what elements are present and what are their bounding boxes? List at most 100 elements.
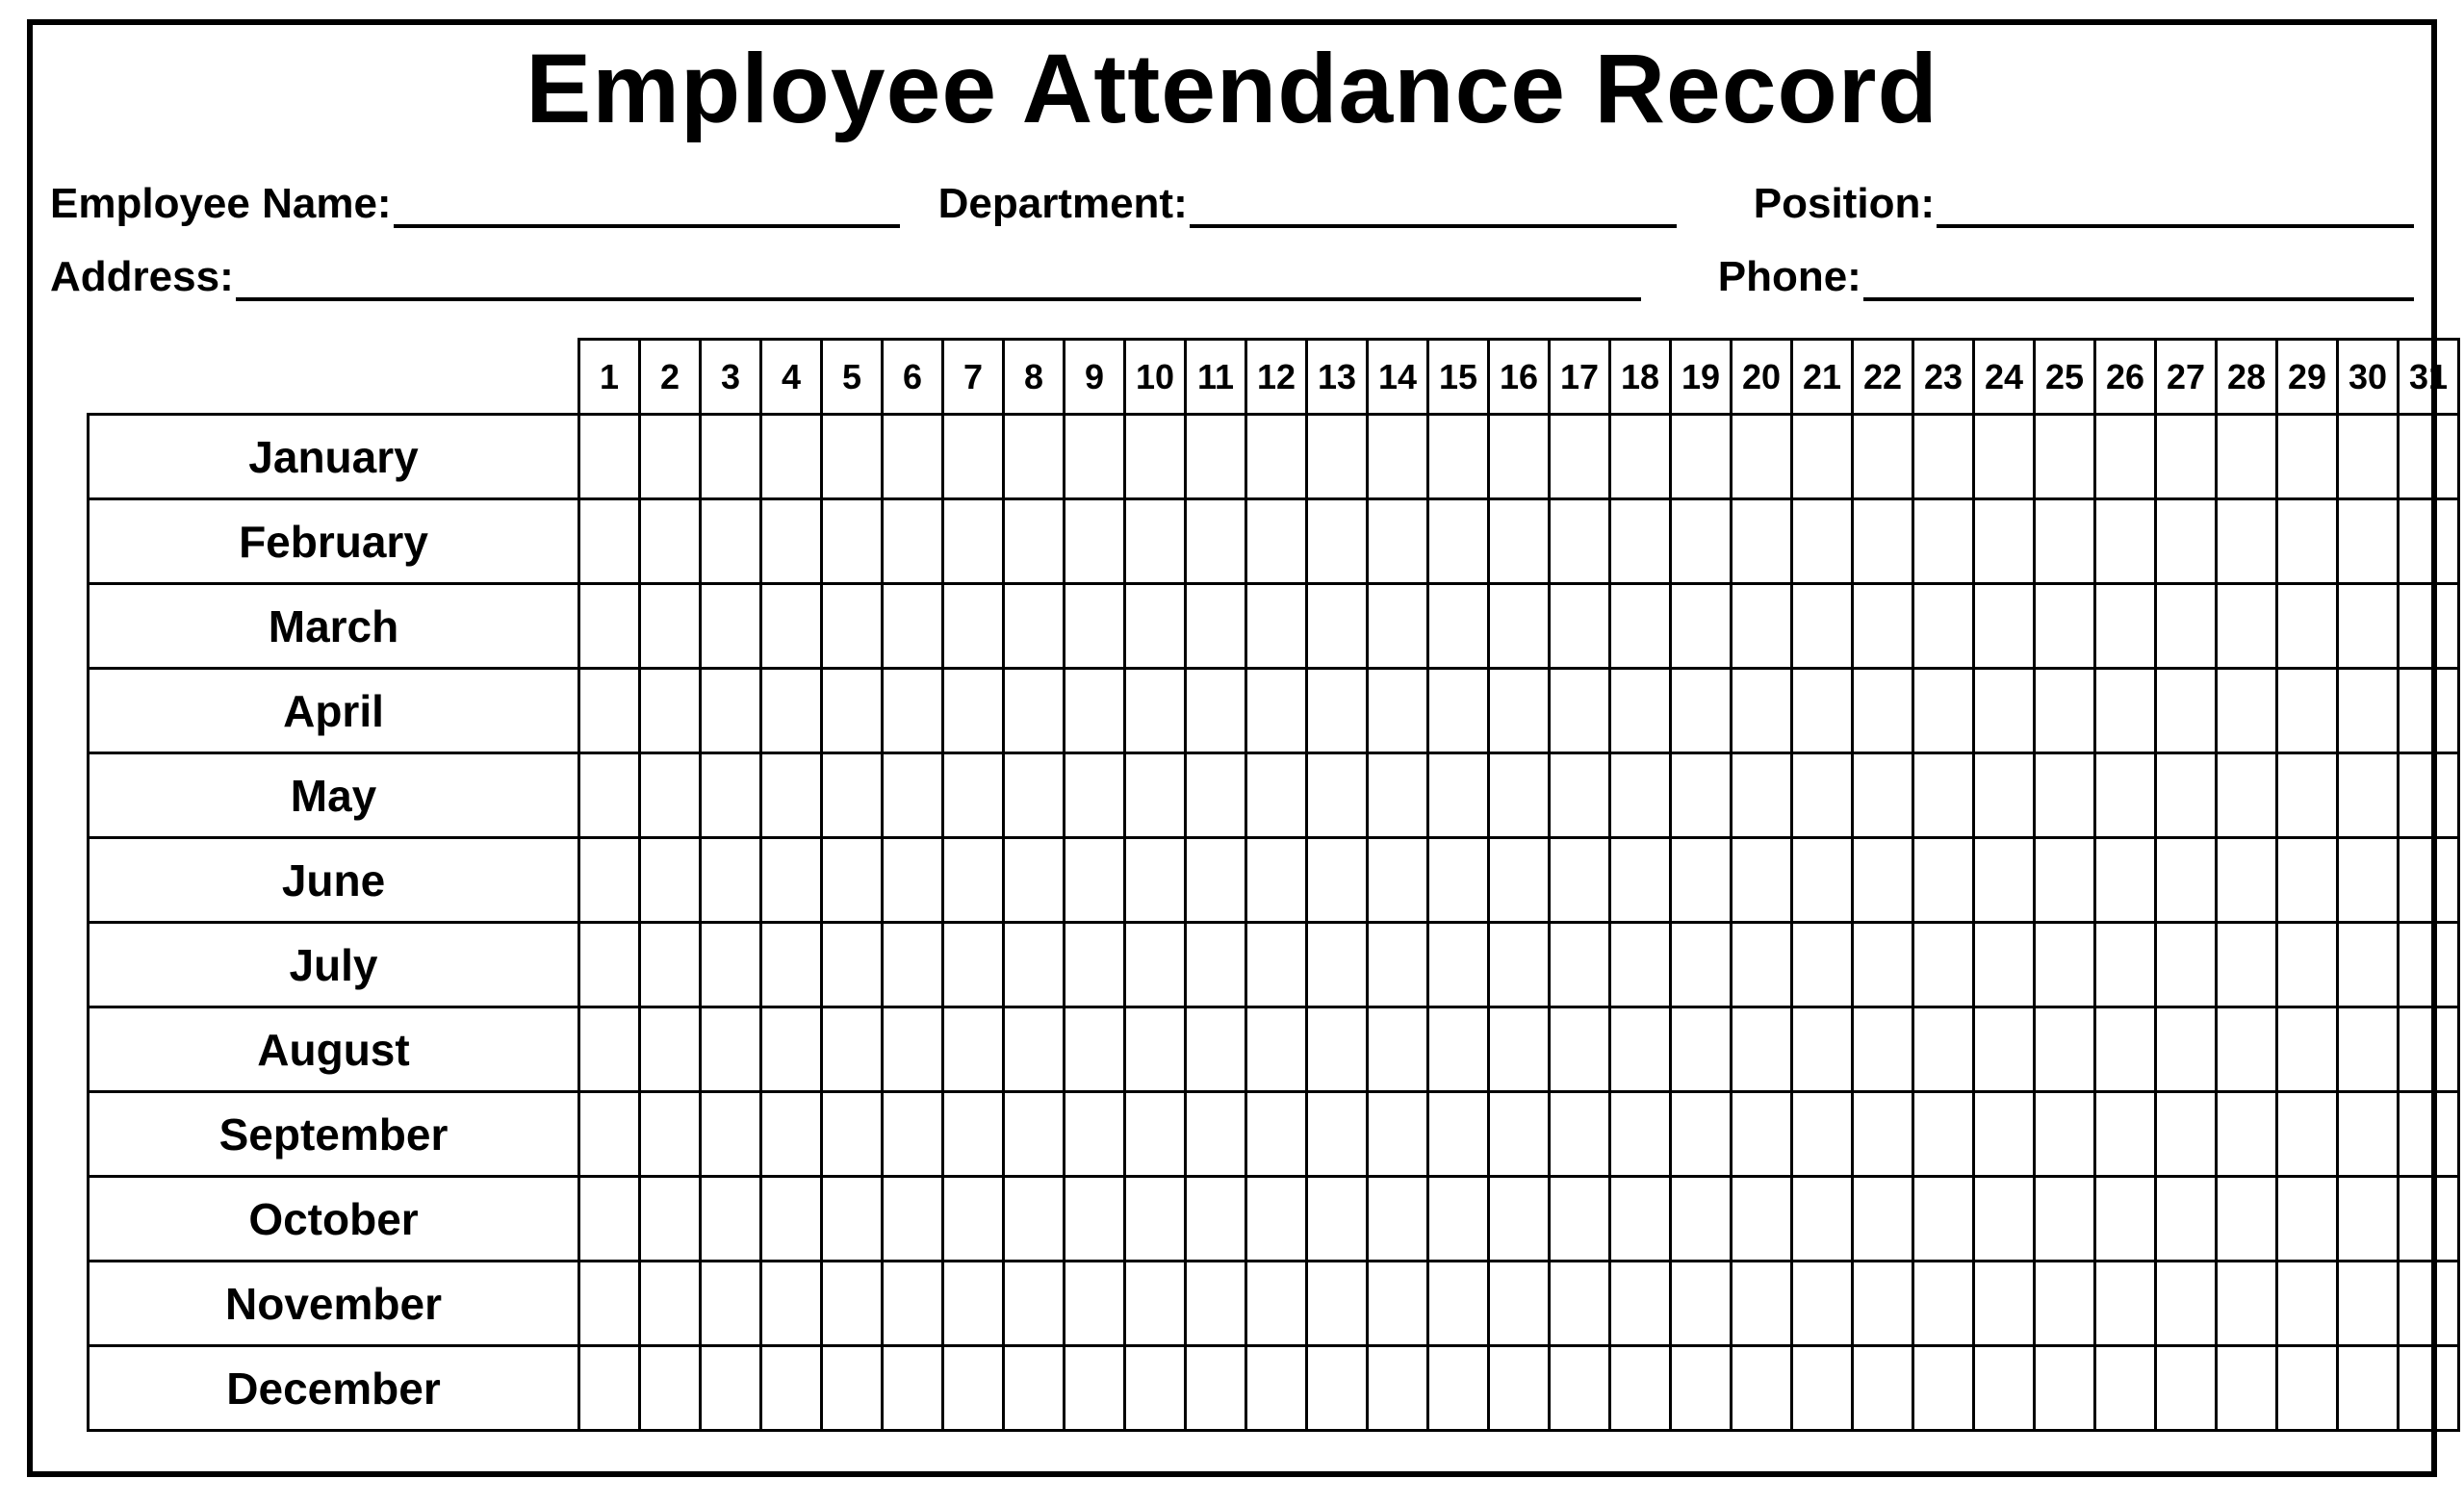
- attendance-cell[interactable]: [1125, 1346, 1186, 1431]
- attendance-cell[interactable]: [579, 415, 640, 499]
- attendance-cell[interactable]: [1974, 753, 2035, 838]
- attendance-cell[interactable]: [1125, 1262, 1186, 1346]
- attendance-cell[interactable]: [579, 499, 640, 584]
- attendance-cell[interactable]: [1489, 1177, 1550, 1262]
- attendance-cell[interactable]: [2338, 499, 2399, 584]
- attendance-cell[interactable]: [2338, 753, 2399, 838]
- attendance-cell[interactable]: [1732, 415, 1792, 499]
- attendance-cell[interactable]: [1974, 1092, 2035, 1177]
- attendance-cell[interactable]: [2217, 1177, 2277, 1262]
- attendance-cell[interactable]: [1550, 1262, 1610, 1346]
- attendance-cell[interactable]: [943, 1262, 1004, 1346]
- attendance-cell[interactable]: [1732, 1346, 1792, 1431]
- attendance-cell[interactable]: [1307, 1092, 1368, 1177]
- attendance-cell[interactable]: [2095, 1346, 2156, 1431]
- attendance-cell[interactable]: [1125, 1007, 1186, 1092]
- attendance-cell[interactable]: [1428, 669, 1489, 753]
- attendance-cell[interactable]: [1671, 1177, 1732, 1262]
- attendance-cell[interactable]: [883, 1177, 943, 1262]
- attendance-cell[interactable]: [1489, 1346, 1550, 1431]
- attendance-cell[interactable]: [701, 499, 761, 584]
- attendance-cell[interactable]: [2156, 1262, 2217, 1346]
- attendance-cell[interactable]: [579, 1346, 640, 1431]
- attendance-cell[interactable]: [2095, 1092, 2156, 1177]
- attendance-cell[interactable]: [640, 669, 701, 753]
- attendance-cell[interactable]: [1428, 1177, 1489, 1262]
- attendance-cell[interactable]: [2217, 1092, 2277, 1177]
- attendance-cell[interactable]: [2035, 923, 2095, 1007]
- attendance-cell[interactable]: [2156, 415, 2217, 499]
- attendance-cell[interactable]: [1065, 669, 1125, 753]
- attendance-cell[interactable]: [1792, 1007, 1853, 1092]
- attendance-cell[interactable]: [2035, 1262, 2095, 1346]
- attendance-cell[interactable]: [761, 838, 822, 923]
- attendance-cell[interactable]: [1489, 753, 1550, 838]
- attendance-cell[interactable]: [1610, 1346, 1671, 1431]
- attendance-cell[interactable]: [1125, 584, 1186, 669]
- attendance-cell[interactable]: [2277, 923, 2338, 1007]
- attendance-cell[interactable]: [2399, 1177, 2459, 1262]
- attendance-cell[interactable]: [1671, 1092, 1732, 1177]
- attendance-cell[interactable]: [701, 1092, 761, 1177]
- attendance-cell[interactable]: [2217, 415, 2277, 499]
- attendance-cell[interactable]: [1974, 415, 2035, 499]
- attendance-cell[interactable]: [1792, 415, 1853, 499]
- attendance-cell[interactable]: [1550, 923, 1610, 1007]
- attendance-cell[interactable]: [2399, 838, 2459, 923]
- attendance-cell[interactable]: [1186, 1177, 1246, 1262]
- attendance-cell[interactable]: [1368, 669, 1428, 753]
- attendance-cell[interactable]: [822, 1007, 883, 1092]
- attendance-cell[interactable]: [1732, 923, 1792, 1007]
- attendance-cell[interactable]: [1853, 415, 1913, 499]
- attendance-cell[interactable]: [1853, 1262, 1913, 1346]
- attendance-cell[interactable]: [761, 499, 822, 584]
- attendance-cell[interactable]: [943, 753, 1004, 838]
- attendance-cell[interactable]: [1489, 669, 1550, 753]
- attendance-cell[interactable]: [1671, 584, 1732, 669]
- attendance-cell[interactable]: [2035, 1177, 2095, 1262]
- attendance-cell[interactable]: [2156, 1346, 2217, 1431]
- attendance-cell[interactable]: [1913, 1177, 1974, 1262]
- attendance-cell[interactable]: [1610, 753, 1671, 838]
- attendance-cell[interactable]: [822, 669, 883, 753]
- attendance-cell[interactable]: [1246, 753, 1307, 838]
- attendance-cell[interactable]: [2156, 1177, 2217, 1262]
- attendance-cell[interactable]: [1671, 753, 1732, 838]
- attendance-cell[interactable]: [1307, 584, 1368, 669]
- attendance-cell[interactable]: [1913, 669, 1974, 753]
- attendance-cell[interactable]: [1004, 669, 1065, 753]
- attendance-cell[interactable]: [761, 1177, 822, 1262]
- attendance-cell[interactable]: [1610, 1177, 1671, 1262]
- attendance-cell[interactable]: [1550, 1007, 1610, 1092]
- attendance-cell[interactable]: [1853, 838, 1913, 923]
- attendance-cell[interactable]: [1974, 1346, 2035, 1431]
- attendance-cell[interactable]: [1125, 1177, 1186, 1262]
- attendance-cell[interactable]: [761, 923, 822, 1007]
- attendance-cell[interactable]: [1732, 1092, 1792, 1177]
- attendance-cell[interactable]: [1732, 1262, 1792, 1346]
- attendance-cell[interactable]: [1610, 669, 1671, 753]
- attendance-cell[interactable]: [1368, 753, 1428, 838]
- attendance-cell[interactable]: [1610, 838, 1671, 923]
- attendance-cell[interactable]: [701, 1262, 761, 1346]
- attendance-cell[interactable]: [1610, 415, 1671, 499]
- attendance-cell[interactable]: [2399, 923, 2459, 1007]
- attendance-cell[interactable]: [943, 669, 1004, 753]
- attendance-cell[interactable]: [1792, 753, 1853, 838]
- attendance-cell[interactable]: [1065, 584, 1125, 669]
- attendance-cell[interactable]: [822, 1177, 883, 1262]
- attendance-cell[interactable]: [2035, 838, 2095, 923]
- attendance-cell[interactable]: [1246, 1177, 1307, 1262]
- attendance-cell[interactable]: [640, 499, 701, 584]
- attendance-cell[interactable]: [883, 669, 943, 753]
- attendance-cell[interactable]: [579, 584, 640, 669]
- attendance-cell[interactable]: [2277, 669, 2338, 753]
- attendance-cell[interactable]: [761, 669, 822, 753]
- attendance-cell[interactable]: [579, 1007, 640, 1092]
- attendance-cell[interactable]: [1186, 584, 1246, 669]
- attendance-cell[interactable]: [943, 923, 1004, 1007]
- attendance-cell[interactable]: [822, 584, 883, 669]
- attendance-cell[interactable]: [2277, 1092, 2338, 1177]
- attendance-cell[interactable]: [1368, 1262, 1428, 1346]
- attendance-cell[interactable]: [1125, 669, 1186, 753]
